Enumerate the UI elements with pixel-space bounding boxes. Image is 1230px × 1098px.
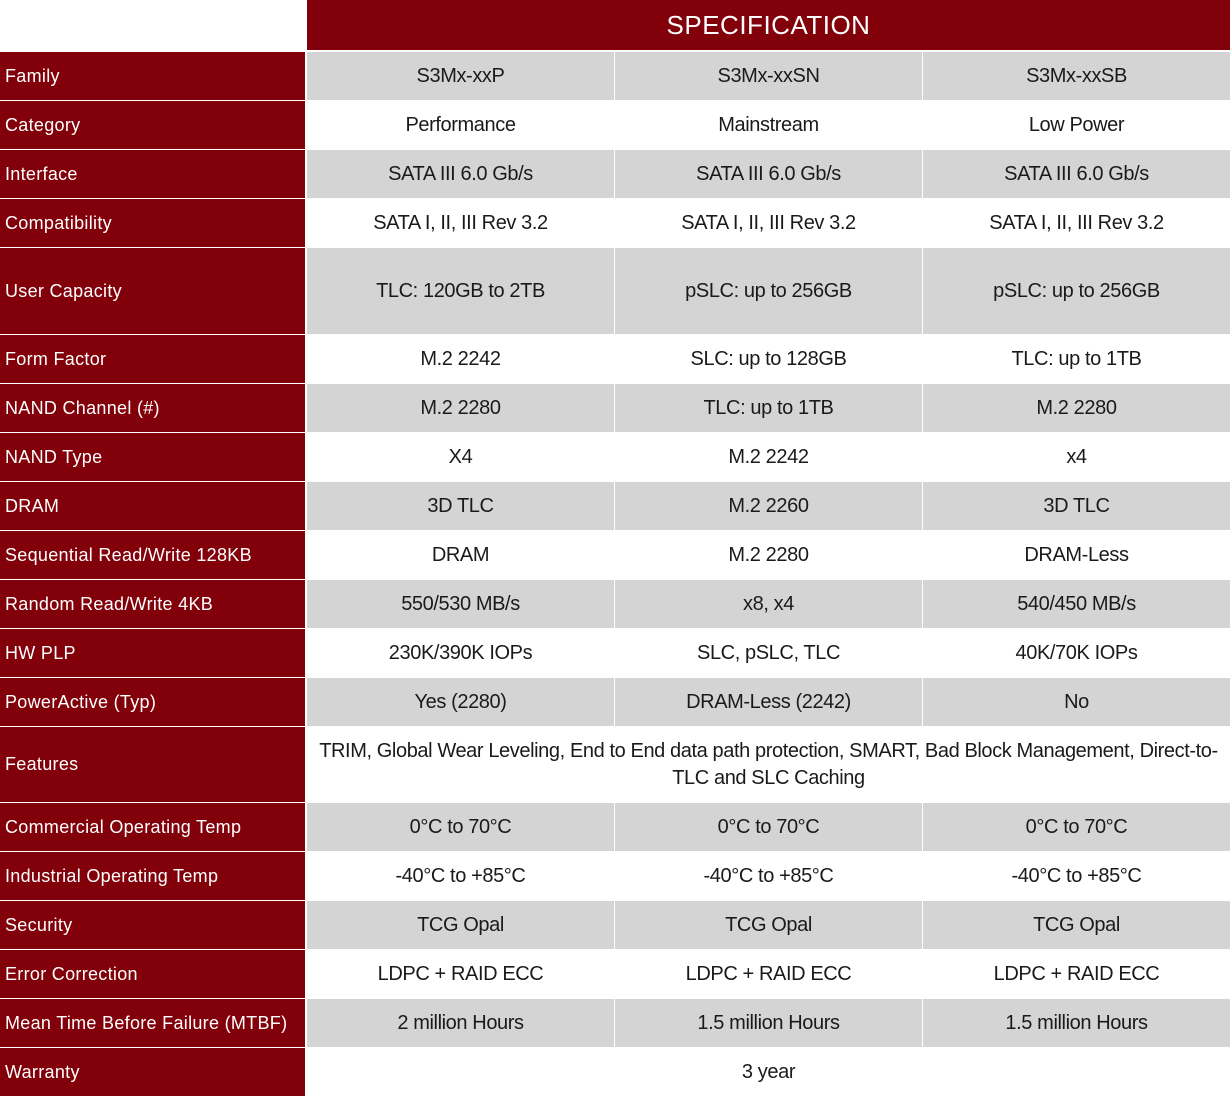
cell: -40°C to +85°C	[615, 852, 922, 900]
cell: x8, x4	[615, 580, 922, 628]
cell: TLC: up to 1TB	[615, 384, 922, 432]
row-label: NAND Type	[0, 433, 305, 481]
cell: 0°C to 70°C	[307, 803, 614, 851]
cell: Performance	[307, 101, 614, 149]
cell: M.2 2280	[923, 384, 1230, 432]
row-label: Family	[0, 52, 305, 100]
cell: DRAM-Less (2242)	[615, 678, 922, 726]
cell: M.2 2260	[615, 482, 922, 530]
cell: 230K/390K IOPs	[307, 629, 614, 677]
cell: M.2 2242	[307, 335, 614, 383]
cell: SATA I, II, III Rev 3.2	[307, 199, 614, 247]
row-label: PowerActive (Typ)	[0, 678, 305, 726]
row-label: Category	[0, 101, 305, 149]
cell: SATA I, II, III Rev 3.2	[615, 199, 922, 247]
cell: LDPC + RAID ECC	[923, 950, 1230, 998]
cell: TCG Opal	[923, 901, 1230, 949]
cell: DRAM	[307, 531, 614, 579]
cell: No	[923, 678, 1230, 726]
cell: LDPC + RAID ECC	[307, 950, 614, 998]
row-label: HW PLP	[0, 629, 305, 677]
row-label: DRAM	[0, 482, 305, 530]
cell: -40°C to +85°C	[307, 852, 614, 900]
cell: 3D TLC	[923, 482, 1230, 530]
cell: 1.5 million Hours	[615, 999, 922, 1047]
cell: S3Mx-xxP	[307, 52, 614, 100]
cell: 40K/70K IOPs	[923, 629, 1230, 677]
cell: TCG Opal	[307, 901, 614, 949]
cell: SATA III 6.0 Gb/s	[307, 150, 614, 198]
cell: M.2 2242	[615, 433, 922, 481]
cell: 0°C to 70°C	[923, 803, 1230, 851]
row-label: Commercial Operating Temp	[0, 803, 305, 851]
cell: TLC: 120GB to 2TB	[307, 248, 614, 334]
cell: 3D TLC	[307, 482, 614, 530]
row-label: Error Correction	[0, 950, 305, 998]
row-label: Form Factor	[0, 335, 305, 383]
cell: 2 million Hours	[307, 999, 614, 1047]
row-label: NAND Channel (#)	[0, 384, 305, 432]
cell: DRAM-Less	[923, 531, 1230, 579]
cell: pSLC: up to 256GB	[923, 248, 1230, 334]
cell: X4	[307, 433, 614, 481]
table-title: SPECIFICATION	[307, 0, 1230, 50]
row-label: Warranty	[0, 1048, 305, 1096]
cell: TLC: up to 1TB	[923, 335, 1230, 383]
row-label: Industrial Operating Temp	[0, 852, 305, 900]
cell: Low Power	[923, 101, 1230, 149]
row-label: Features	[0, 727, 305, 802]
cell: M.2 2280	[615, 531, 922, 579]
row-label: Compatibility	[0, 199, 305, 247]
cell: TCG Opal	[615, 901, 922, 949]
cell: 550/530 MB/s	[307, 580, 614, 628]
cell: pSLC: up to 256GB	[615, 248, 922, 334]
cell: 540/450 MB/s	[923, 580, 1230, 628]
row-label: Interface	[0, 150, 305, 198]
cell: SLC: up to 128GB	[615, 335, 922, 383]
row-label: Random Read/Write 4KB	[0, 580, 305, 628]
cell: Mainstream	[615, 101, 922, 149]
cell: -40°C to +85°C	[923, 852, 1230, 900]
cell: M.2 2280	[307, 384, 614, 432]
cell: SATA I, II, III Rev 3.2	[923, 199, 1230, 247]
cell: S3Mx-xxSN	[615, 52, 922, 100]
spanning-cell: TRIM, Global Wear Leveling, End to End d…	[307, 727, 1230, 802]
spanning-cell: 3 year	[307, 1048, 1230, 1096]
cell: LDPC + RAID ECC	[615, 950, 922, 998]
row-label: Mean Time Before Failure (MTBF)	[0, 999, 305, 1047]
cell: SATA III 6.0 Gb/s	[923, 150, 1230, 198]
cell: Yes (2280)	[307, 678, 614, 726]
cell: x4	[923, 433, 1230, 481]
cell: S3Mx-xxSB	[923, 52, 1230, 100]
row-label: Security	[0, 901, 305, 949]
cell: 0°C to 70°C	[615, 803, 922, 851]
cell: SLC, pSLC, TLC	[615, 629, 922, 677]
cell: 1.5 million Hours	[923, 999, 1230, 1047]
cell: SATA III 6.0 Gb/s	[615, 150, 922, 198]
row-label: User Capacity	[0, 248, 305, 334]
row-label: Sequential Read/Write 128KB	[0, 531, 305, 579]
